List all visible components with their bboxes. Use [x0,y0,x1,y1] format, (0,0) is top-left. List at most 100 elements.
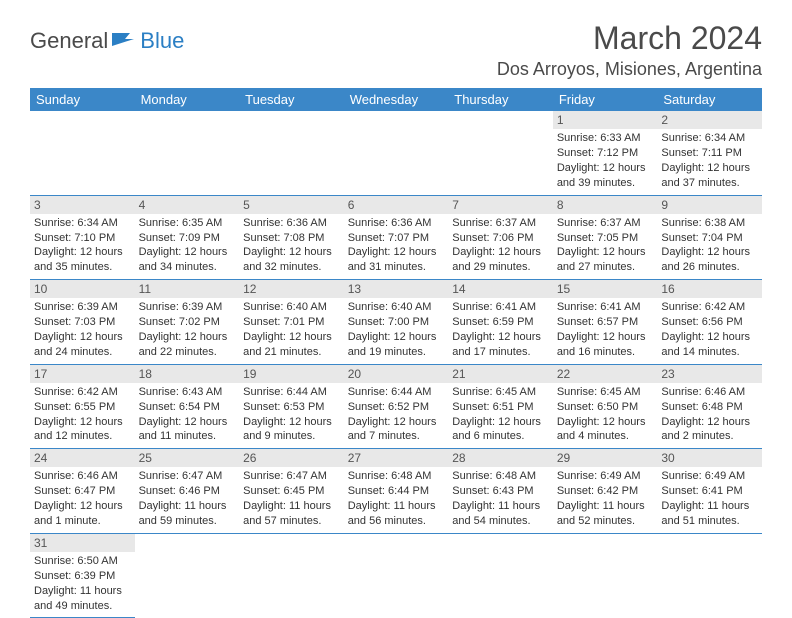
daylight-text: Daylight: 12 hours and 31 minutes. [348,245,445,275]
day-details: Sunrise: 6:42 AMSunset: 6:55 PMDaylight:… [30,383,135,448]
day-number: 18 [135,365,240,383]
calendar-week-row: 1Sunrise: 6:33 AMSunset: 7:12 PMDaylight… [30,111,762,195]
weekday-header-row: SundayMondayTuesdayWednesdayThursdayFrid… [30,88,762,111]
sunset-text: Sunset: 7:07 PM [348,231,445,246]
day-details: Sunrise: 6:44 AMSunset: 6:53 PMDaylight:… [239,383,344,448]
sunrise-text: Sunrise: 6:42 AM [34,385,131,400]
sunset-text: Sunset: 6:41 PM [661,484,758,499]
sunrise-text: Sunrise: 6:40 AM [243,300,340,315]
calendar-day-cell: 7Sunrise: 6:37 AMSunset: 7:06 PMDaylight… [448,195,553,280]
sunset-text: Sunset: 7:04 PM [661,231,758,246]
sunset-text: Sunset: 6:55 PM [34,400,131,415]
daylight-text: Daylight: 11 hours and 51 minutes. [661,499,758,529]
day-number: 6 [344,196,449,214]
sunset-text: Sunset: 6:42 PM [557,484,654,499]
day-details: Sunrise: 6:34 AMSunset: 7:10 PMDaylight:… [30,214,135,279]
logo-text-blue: Blue [116,28,184,54]
calendar-empty-cell [448,111,553,195]
day-details: Sunrise: 6:34 AMSunset: 7:11 PMDaylight:… [657,129,762,194]
sunset-text: Sunset: 6:43 PM [452,484,549,499]
daylight-text: Daylight: 12 hours and 17 minutes. [452,330,549,360]
sunrise-text: Sunrise: 6:37 AM [557,216,654,231]
daylight-text: Daylight: 12 hours and 35 minutes. [34,245,131,275]
sunrise-text: Sunrise: 6:49 AM [661,469,758,484]
sunset-text: Sunset: 7:00 PM [348,315,445,330]
calendar-day-cell: 15Sunrise: 6:41 AMSunset: 6:57 PMDayligh… [553,280,658,365]
sunset-text: Sunset: 7:12 PM [557,146,654,161]
sunrise-text: Sunrise: 6:49 AM [557,469,654,484]
day-details: Sunrise: 6:42 AMSunset: 6:56 PMDaylight:… [657,298,762,363]
calendar-week-row: 17Sunrise: 6:42 AMSunset: 6:55 PMDayligh… [30,364,762,449]
calendar-empty-cell [448,533,553,618]
day-number: 30 [657,449,762,467]
day-number: 7 [448,196,553,214]
sunset-text: Sunset: 6:51 PM [452,400,549,415]
daylight-text: Daylight: 11 hours and 56 minutes. [348,499,445,529]
calendar-day-cell: 13Sunrise: 6:40 AMSunset: 7:00 PMDayligh… [344,280,449,365]
sunrise-text: Sunrise: 6:46 AM [34,469,131,484]
day-details: Sunrise: 6:48 AMSunset: 6:43 PMDaylight:… [448,467,553,532]
calendar-day-cell: 14Sunrise: 6:41 AMSunset: 6:59 PMDayligh… [448,280,553,365]
day-details: Sunrise: 6:35 AMSunset: 7:09 PMDaylight:… [135,214,240,279]
sunrise-text: Sunrise: 6:45 AM [557,385,654,400]
daylight-text: Daylight: 12 hours and 27 minutes. [557,245,654,275]
sunrise-text: Sunrise: 6:39 AM [34,300,131,315]
calendar-day-cell: 17Sunrise: 6:42 AMSunset: 6:55 PMDayligh… [30,364,135,449]
calendar-empty-cell [344,111,449,195]
daylight-text: Daylight: 12 hours and 7 minutes. [348,415,445,445]
weekday-header: Friday [553,88,658,111]
calendar-week-row: 24Sunrise: 6:46 AMSunset: 6:47 PMDayligh… [30,449,762,534]
sunrise-text: Sunrise: 6:41 AM [557,300,654,315]
day-number: 1 [553,111,658,129]
calendar-day-cell: 23Sunrise: 6:46 AMSunset: 6:48 PMDayligh… [657,364,762,449]
day-details: Sunrise: 6:47 AMSunset: 6:46 PMDaylight:… [135,467,240,532]
sunset-text: Sunset: 6:39 PM [34,569,131,584]
calendar-day-cell: 30 Sunrise: 6:49 AMSunset: 6:41 PMDayligh… [657,449,762,534]
sunrise-text: Sunrise: 6:35 AM [139,216,236,231]
sunrise-text: Sunrise: 6:44 AM [348,385,445,400]
daylight-text: Daylight: 12 hours and 1 minute. [34,499,131,529]
sunset-text: Sunset: 7:02 PM [139,315,236,330]
daylight-text: Daylight: 11 hours and 54 minutes. [452,499,549,529]
day-number: 5 [239,196,344,214]
sunrise-text: Sunrise: 6:34 AM [34,216,131,231]
logo: General Blue [30,20,184,54]
day-number: 12 [239,280,344,298]
calendar-day-cell: 9Sunrise: 6:38 AMSunset: 7:04 PMDaylight… [657,195,762,280]
daylight-text: Daylight: 12 hours and 24 minutes. [34,330,131,360]
weekday-header: Wednesday [344,88,449,111]
calendar-day-cell: 31Sunrise: 6:50 AMSunset: 6:39 PMDayligh… [30,533,135,618]
weekday-header: Monday [135,88,240,111]
calendar-empty-cell [553,533,658,618]
sunrise-text: Sunrise: 6:38 AM [661,216,758,231]
day-number: 11 [135,280,240,298]
day-number: 2 [657,111,762,129]
sunrise-text: Sunrise: 6:39 AM [139,300,236,315]
sunrise-text: Sunrise: 6:48 AM [452,469,549,484]
sunrise-text: Sunrise: 6:34 AM [661,131,758,146]
day-number: 25 [135,449,240,467]
day-number: 14 [448,280,553,298]
daylight-text: Daylight: 12 hours and 34 minutes. [139,245,236,275]
day-number: 16 [657,280,762,298]
day-number: 8 [553,196,658,214]
daylight-text: Daylight: 12 hours and 14 minutes. [661,330,758,360]
daylight-text: Daylight: 12 hours and 37 minutes. [661,161,758,191]
sunset-text: Sunset: 6:48 PM [661,400,758,415]
calendar-day-cell: 1Sunrise: 6:33 AMSunset: 7:12 PMDaylight… [553,111,658,195]
calendar-day-cell: 27Sunrise: 6:48 AMSunset: 6:44 PMDayligh… [344,449,449,534]
day-number: 20 [344,365,449,383]
sunrise-text: Sunrise: 6:41 AM [452,300,549,315]
day-details: Sunrise: 6:45 AMSunset: 6:50 PMDaylight:… [553,383,658,448]
day-details: Sunrise: 6:41 AMSunset: 6:59 PMDaylight:… [448,298,553,363]
weekday-header: Thursday [448,88,553,111]
sunrise-text: Sunrise: 6:47 AM [243,469,340,484]
calendar-empty-cell [135,111,240,195]
day-number: 9 [657,196,762,214]
calendar-day-cell: 6Sunrise: 6:36 AMSunset: 7:07 PMDaylight… [344,195,449,280]
day-details: Sunrise: 6:43 AMSunset: 6:54 PMDaylight:… [135,383,240,448]
calendar-day-cell: 22Sunrise: 6:45 AMSunset: 6:50 PMDayligh… [553,364,658,449]
logo-text-general: General [30,28,108,54]
calendar-day-cell: 19Sunrise: 6:44 AMSunset: 6:53 PMDayligh… [239,364,344,449]
day-number: 31 [30,534,135,552]
